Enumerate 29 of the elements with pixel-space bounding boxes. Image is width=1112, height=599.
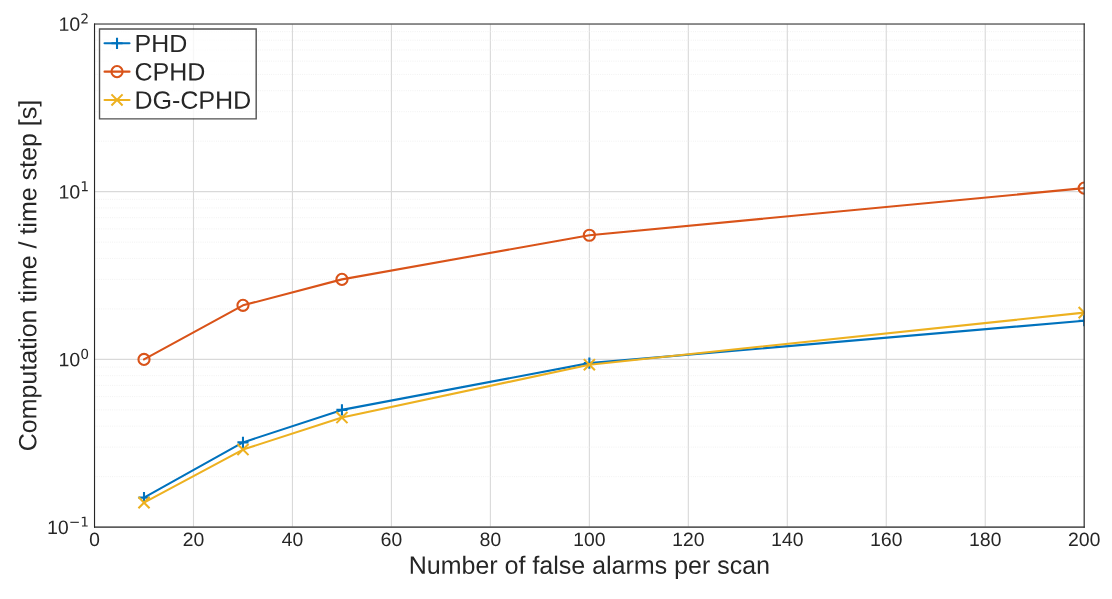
x-tick-label: 140 xyxy=(772,532,803,547)
legend-label: CPHD xyxy=(135,62,205,81)
point xyxy=(137,352,151,366)
x-tick-label: 20 xyxy=(183,532,204,547)
y-tick-label: 10$^{2}$ xyxy=(60,13,88,32)
x-tick-label: 80 xyxy=(480,532,501,547)
legend-label: DG-CPHD xyxy=(136,91,250,109)
x-tick-label: 180 xyxy=(970,532,1001,547)
point xyxy=(236,435,250,449)
x-tick-label: 0 xyxy=(89,532,100,547)
point xyxy=(335,410,349,425)
legend-label: PHD xyxy=(136,34,187,53)
x-tick-label: 60 xyxy=(381,532,402,547)
x-tick-label: 200 xyxy=(1068,532,1100,547)
y-tick-label: 10$^{−1}$ xyxy=(48,516,88,535)
point xyxy=(335,272,349,286)
point xyxy=(137,496,151,510)
x-tick-label: 40 xyxy=(282,532,303,547)
x-tick-label: 160 xyxy=(871,532,902,547)
y-tick-label: 10$^{1}$ xyxy=(60,181,88,199)
x-tick-label: 120 xyxy=(673,532,704,547)
y-tick-label: 10$^{0}$ xyxy=(60,348,89,367)
y-axis-title: Computation time / time step [s] xyxy=(18,101,42,451)
point xyxy=(335,403,349,417)
point xyxy=(236,298,250,312)
x-axis-title: Number of false alarms per scan xyxy=(410,555,769,579)
x-tick-label: 100 xyxy=(574,532,605,547)
point xyxy=(236,442,250,457)
point xyxy=(582,228,596,242)
